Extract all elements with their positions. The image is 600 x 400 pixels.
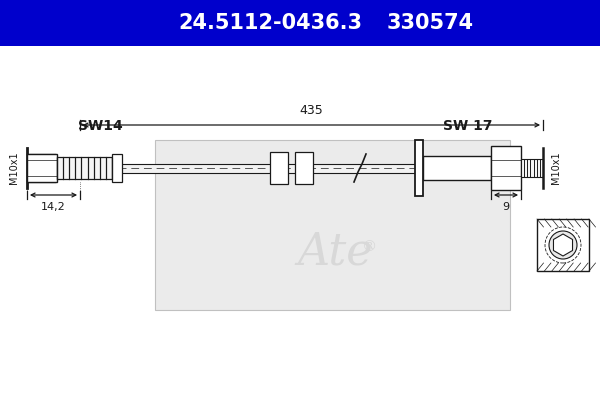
Bar <box>57 157 112 179</box>
Polygon shape <box>553 234 572 256</box>
Text: SW 17: SW 17 <box>443 119 493 133</box>
Text: M10x1: M10x1 <box>9 152 19 184</box>
Bar <box>112 154 122 182</box>
Text: 14,2: 14,2 <box>41 202 66 212</box>
Bar <box>27 154 57 182</box>
Bar <box>295 152 313 184</box>
Bar <box>423 156 491 180</box>
Circle shape <box>549 231 577 259</box>
Text: M10x1: M10x1 <box>551 152 561 184</box>
Bar <box>415 140 423 196</box>
Bar <box>270 152 288 184</box>
Text: SW14: SW14 <box>77 119 122 133</box>
Bar <box>55 164 540 172</box>
Bar <box>521 159 543 177</box>
Bar <box>491 146 521 190</box>
Text: 9: 9 <box>502 202 509 212</box>
Bar <box>155 140 510 310</box>
Text: ®: ® <box>362 240 377 254</box>
Bar <box>537 219 589 271</box>
Bar <box>0 0 600 46</box>
Text: 435: 435 <box>299 104 323 117</box>
Text: 330574: 330574 <box>386 13 473 33</box>
Text: Ate: Ate <box>297 230 373 274</box>
Text: 24.5112-0436.3: 24.5112-0436.3 <box>178 13 362 33</box>
